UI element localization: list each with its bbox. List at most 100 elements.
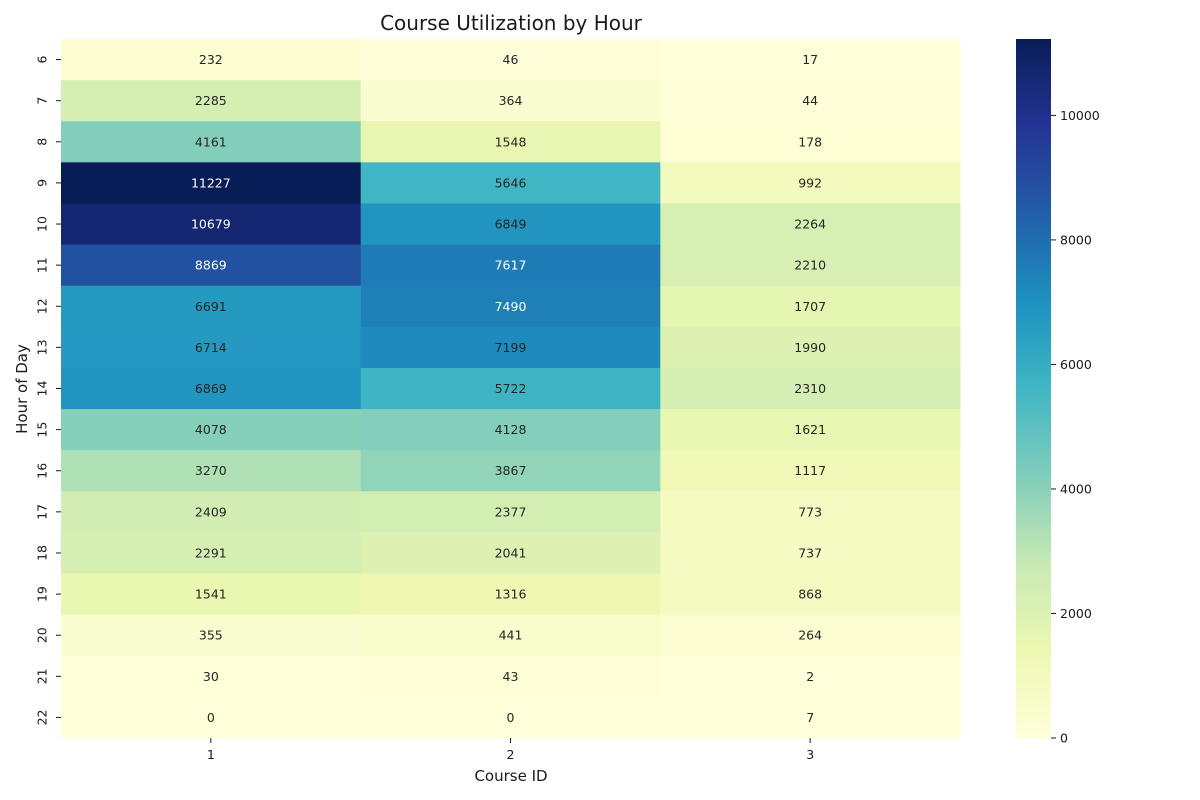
heatmap-cell (360, 203, 661, 246)
cell-value-label: 178 (798, 134, 822, 149)
cell-value-label: 264 (798, 628, 822, 643)
heatmap-cell (360, 532, 661, 575)
heatmap-cell (360, 655, 661, 698)
cell-value-label: 8869 (195, 258, 227, 273)
cell-value-label: 7 (806, 710, 814, 725)
cell-value-label: 6691 (195, 299, 227, 314)
y-axis-ticks: 6 7 8 9 10 11 12 13 14 15 16 17 18 19 20 21 22 (35, 56, 61, 725)
heatmap-cell (61, 121, 362, 163)
heatmap-cell (360, 409, 661, 451)
colorbar-tick-label: 10000 (1060, 108, 1100, 123)
heatmap-cell (660, 80, 961, 122)
heatmap-cell (660, 367, 961, 410)
y-tick-label: 9 (35, 179, 50, 187)
cell-value-label: 3867 (495, 463, 527, 478)
colorbar-tick-label: 2000 (1060, 606, 1092, 621)
cell-value-label: 10679 (191, 217, 231, 232)
cell-value-label: 2264 (794, 217, 826, 232)
cell-value-label: 1621 (794, 422, 826, 437)
colorbar-tick-label: 4000 (1060, 481, 1092, 496)
heatmap-cell (660, 450, 961, 492)
colorbar-ticks: 0 2000 4000 6000 8000 10000 (1051, 108, 1100, 746)
heatmap-cell (360, 39, 661, 81)
heatmap-cell (660, 696, 961, 739)
heatmap-cell (660, 285, 961, 328)
heatmap-cell (660, 532, 961, 575)
heatmap-cell (61, 162, 362, 204)
heatmap-cell (61, 80, 362, 122)
heatmap-cells: 232 46 17 2285 364 44 4161 1548 178 11227 5646 992 1… (61, 39, 961, 739)
heatmap-cell (360, 614, 661, 657)
cell-value-label: 1707 (794, 299, 826, 314)
cell-value-label: 30 (203, 669, 219, 684)
x-tick-label: 1 (207, 747, 215, 762)
heatmap-cell (360, 326, 661, 369)
heatmap-cell (660, 614, 961, 657)
cell-value-label: 232 (199, 52, 223, 67)
heatmap-cell (660, 409, 961, 451)
heatmap-cell (660, 655, 961, 698)
cell-value-label: 43 (503, 669, 519, 684)
heatmap-cell (61, 655, 362, 698)
heatmap-cell (360, 573, 661, 616)
cell-value-label: 2 (806, 669, 814, 684)
cell-value-label: 2291 (195, 545, 227, 560)
y-tick-label: 10 (35, 216, 50, 232)
x-axis-label: Course ID (474, 767, 547, 785)
cell-value-label: 364 (499, 93, 523, 108)
heatmap-cell (360, 285, 661, 328)
heatmap-cell (360, 491, 661, 533)
cell-value-label: 4078 (195, 422, 227, 437)
y-tick-label: 15 (35, 422, 50, 438)
heatmap-cell (360, 450, 661, 492)
cell-value-label: 6714 (195, 340, 227, 355)
heatmap-cell (61, 244, 362, 287)
cell-value-label: 1548 (495, 134, 527, 149)
heatmap-cell (61, 450, 362, 492)
y-tick-label: 19 (35, 586, 50, 602)
heatmap-cell (360, 367, 661, 410)
cell-value-label: 1117 (794, 463, 826, 478)
y-tick-label: 11 (35, 257, 50, 273)
cell-value-label: 992 (798, 175, 822, 190)
cell-value-label: 7199 (495, 340, 527, 355)
y-tick-label: 12 (35, 298, 50, 314)
heatmap-cell (61, 532, 362, 575)
cell-value-label: 44 (802, 93, 818, 108)
y-tick-label: 14 (35, 381, 50, 397)
cell-value-label: 3270 (195, 463, 227, 478)
heatmap-cell (61, 696, 362, 739)
heatmap-cell (660, 162, 961, 204)
cell-value-label: 0 (507, 710, 515, 725)
heatmap-cell (61, 285, 362, 328)
cell-value-label: 7490 (495, 299, 527, 314)
cell-value-label: 6849 (495, 217, 527, 232)
heatmap-cell (660, 121, 961, 163)
y-tick-label: 22 (35, 709, 50, 725)
cell-value-label: 0 (207, 710, 215, 725)
x-axis-ticks: 1 2 3 (207, 738, 814, 762)
x-tick-label: 2 (507, 747, 515, 762)
y-tick-label: 16 (35, 463, 50, 479)
colorbar-tick-label: 8000 (1060, 232, 1092, 247)
heatmap-cell (360, 162, 661, 204)
heatmap-cell (660, 203, 961, 246)
y-tick-label: 7 (35, 97, 50, 105)
heatmap-cell (61, 491, 362, 533)
cell-value-label: 2210 (794, 258, 826, 273)
y-tick-label: 6 (35, 56, 50, 64)
y-tick-label: 17 (35, 504, 50, 520)
cell-value-label: 4128 (495, 422, 527, 437)
cell-value-label: 737 (798, 545, 822, 560)
heatmap-cell (360, 121, 661, 163)
cell-value-label: 1316 (495, 587, 527, 602)
y-tick-label: 20 (35, 627, 50, 643)
cell-value-label: 2285 (195, 93, 227, 108)
cell-value-label: 773 (798, 504, 822, 519)
heatmap-cell (61, 367, 362, 410)
heatmap-cell (360, 696, 661, 739)
heatmap-cell (61, 39, 362, 81)
colorbar (1016, 39, 1051, 738)
heatmap-cell (61, 573, 362, 616)
